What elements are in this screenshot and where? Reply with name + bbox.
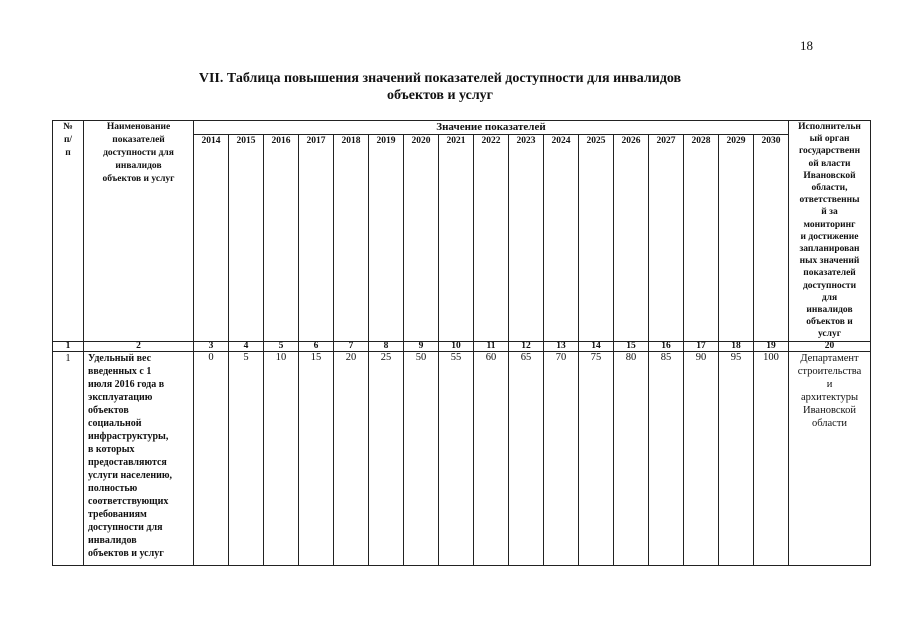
column-number-12: 12 [508,341,544,352]
value-2026: 80 [613,351,649,566]
header-year-2028: 2028 [683,134,719,342]
value-2030: 100 [753,351,789,566]
header-year-2020: 2020 [403,134,439,342]
column-number-19: 19 [753,341,789,352]
header-year-2019: 2019 [368,134,404,342]
header-year-2026: 2026 [613,134,649,342]
column-number-7: 7 [333,341,369,352]
column-number-11: 11 [473,341,509,352]
header-num: № п/ п [52,120,84,342]
title-line-1: VII. Таблица повышения значений показате… [198,71,682,86]
column-number-9: 9 [403,341,439,352]
header-year-2014: 2014 [193,134,229,342]
column-number-4: 4 [228,341,264,352]
column-number-16: 16 [648,341,684,352]
header-year-2021: 2021 [438,134,474,342]
column-number-8: 8 [368,341,404,352]
value-2025: 75 [578,351,614,566]
header-year-2027: 2027 [648,134,684,342]
value-2017: 15 [298,351,334,566]
header-year-2030: 2030 [753,134,789,342]
column-number-10: 10 [438,341,474,352]
column-number-5: 5 [263,341,299,352]
table-row: 1 Удельный вес введенных с 1 июля 2016 г… [52,351,871,566]
column-number-17: 17 [683,341,719,352]
column-number-6: 6 [298,341,334,352]
column-number-15: 15 [613,341,649,352]
value-2024: 70 [543,351,579,566]
header-year-2029: 2029 [718,134,754,342]
value-2029: 95 [718,351,754,566]
header-year-2023: 2023 [508,134,544,342]
value-2020: 50 [403,351,439,566]
column-number-20: 20 [788,341,871,352]
value-2018: 20 [333,351,369,566]
row-responsible-org: Департамент строительства и архитектуры … [788,351,871,566]
header-year-2017: 2017 [298,134,334,342]
row-indicator-name: Удельный вес введенных с 1 июля 2016 год… [83,351,194,566]
value-2022: 60 [473,351,509,566]
column-number-2: 2 [83,341,194,352]
page-title: VII. Таблица повышения значений показате… [0,70,880,104]
header-year-2015: 2015 [228,134,264,342]
header-values-group: Значение показателей [193,120,789,135]
title-line-2: объектов и услуг [386,88,494,103]
page-number: 18 [800,38,813,53]
header-year-2016: 2016 [263,134,299,342]
header-year-2022: 2022 [473,134,509,342]
value-2019: 25 [368,351,404,566]
column-number-1: 1 [52,341,84,352]
column-number-13: 13 [543,341,579,352]
header-year-2018: 2018 [333,134,369,342]
value-2014: 0 [193,351,229,566]
header-name: Наименование показателей доступности для… [83,120,194,342]
value-2016: 10 [263,351,299,566]
header-org: Исполнительн ый орган государственн ой в… [788,120,871,342]
row-num: 1 [52,351,84,566]
value-2021: 55 [438,351,474,566]
column-number-3: 3 [193,341,229,352]
value-2027: 85 [648,351,684,566]
column-number-18: 18 [718,341,754,352]
value-2015: 5 [228,351,264,566]
header-year-2024: 2024 [543,134,579,342]
value-2028: 90 [683,351,719,566]
column-number-14: 14 [578,341,614,352]
accessibility-indicators-table: № п/ п Наименование показателей доступно… [52,120,871,566]
header-year-2025: 2025 [578,134,614,342]
value-2023: 65 [508,351,544,566]
